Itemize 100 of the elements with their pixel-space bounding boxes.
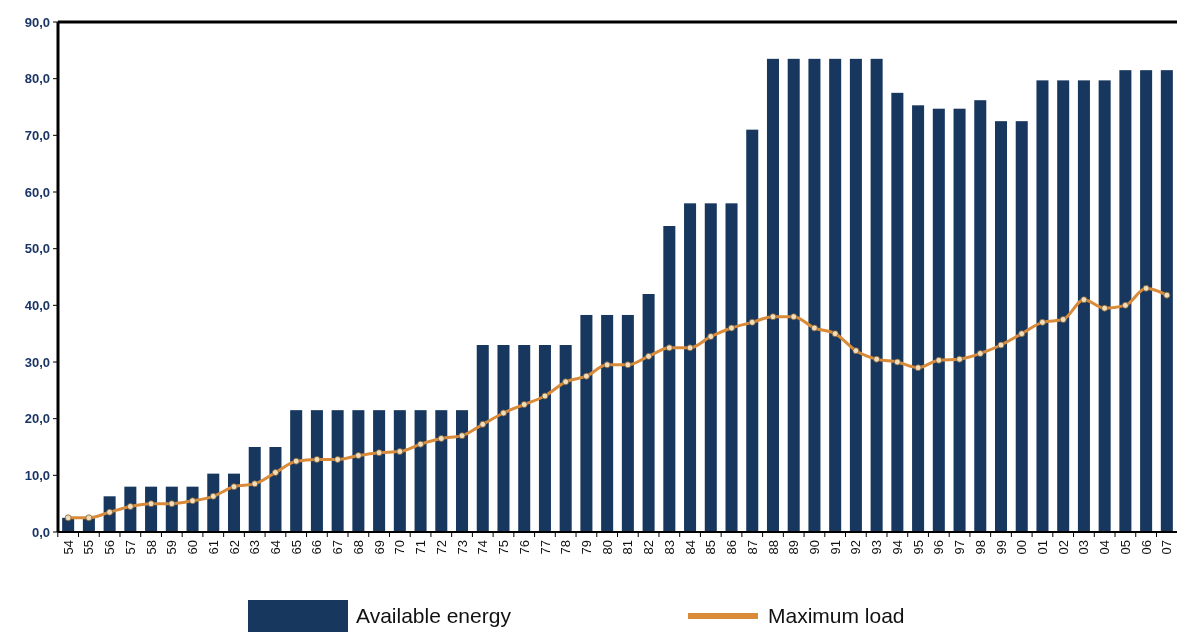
bar <box>953 108 966 532</box>
bar <box>476 345 489 532</box>
x-tick-label: 69 <box>371 540 387 555</box>
bar <box>165 486 178 532</box>
x-tick-label: 66 <box>309 540 325 555</box>
bar <box>393 410 406 532</box>
x-tick-label: 87 <box>744 540 760 555</box>
bar <box>663 226 676 532</box>
bar <box>248 447 261 532</box>
bar <box>1015 121 1028 532</box>
bar <box>1036 80 1049 532</box>
bar <box>186 486 199 532</box>
x-tick-label: 73 <box>454 540 470 555</box>
bar <box>456 410 469 532</box>
y-tick-label: 50,0 <box>24 241 50 257</box>
x-tick-label: 77 <box>537 540 553 555</box>
bar <box>912 105 925 532</box>
x-tick-label: 89 <box>786 540 802 555</box>
x-tick-label: 76 <box>516 540 532 555</box>
bar <box>497 345 510 532</box>
y-tick-label: 10,0 <box>24 467 50 483</box>
x-tick-label: 75 <box>496 540 512 555</box>
x-tick-label: 65 <box>288 540 304 555</box>
x-tick-label: 86 <box>724 540 740 555</box>
bar <box>1077 80 1090 532</box>
x-tick-label: 02 <box>1055 540 1071 555</box>
x-tick-label: 58 <box>143 540 159 555</box>
bar <box>1119 70 1132 532</box>
x-tick-label: 59 <box>164 540 180 555</box>
bar <box>725 203 738 532</box>
x-tick-label: 81 <box>620 540 636 555</box>
bar <box>994 121 1008 532</box>
bar <box>787 58 800 532</box>
x-tick-label: 54 <box>60 540 76 555</box>
x-tick-label: 78 <box>558 540 574 555</box>
x-tick-label: 07 <box>1159 540 1175 555</box>
x-tick-label: 67 <box>330 540 346 555</box>
bar <box>518 345 531 532</box>
bar <box>310 410 323 532</box>
x-tick-label: 88 <box>765 540 781 555</box>
bar <box>580 314 593 532</box>
bar <box>331 410 344 532</box>
y-tick-label: 40,0 <box>24 297 50 313</box>
bar <box>746 129 759 532</box>
x-tick-label: 64 <box>268 540 284 555</box>
x-tick-label: 84 <box>682 540 698 555</box>
x-tick-label: 93 <box>869 540 885 555</box>
x-tick-label: 06 <box>1138 540 1154 555</box>
bar <box>290 410 303 532</box>
bar <box>435 410 448 532</box>
x-tick-label: 04 <box>1097 540 1113 555</box>
x-tick-label: 74 <box>475 540 491 555</box>
bar <box>870 58 883 532</box>
x-tick-label: 55 <box>81 540 97 555</box>
x-tick-label: 68 <box>350 540 366 555</box>
bar <box>932 108 945 532</box>
x-tick-label: 57 <box>122 540 138 555</box>
y-tick-label: 90,0 <box>24 14 50 30</box>
x-tick-label: 72 <box>433 540 449 555</box>
y-tick-label: 60,0 <box>24 184 50 200</box>
bar <box>269 447 282 532</box>
y-tick-label: 30,0 <box>24 354 50 370</box>
x-tick-label: 05 <box>1117 540 1133 555</box>
x-tick-label: 97 <box>952 540 968 555</box>
bar <box>1160 70 1173 532</box>
x-tick-label: 71 <box>413 540 429 555</box>
x-tick-label: 01 <box>1035 540 1051 555</box>
x-tick-label: 92 <box>848 540 864 555</box>
x-tick-label: 03 <box>1076 540 1092 555</box>
x-tick-label: 80 <box>599 540 615 555</box>
x-tick-label: 62 <box>226 540 242 555</box>
bar <box>829 58 842 532</box>
bar <box>559 345 572 532</box>
y-tick-label: 70,0 <box>24 127 50 143</box>
bar <box>1140 70 1153 532</box>
x-tick-label: 63 <box>247 540 263 555</box>
bar <box>1057 80 1070 532</box>
bar <box>684 203 697 532</box>
bar <box>849 58 862 532</box>
x-tick-label: 99 <box>993 540 1009 555</box>
bar <box>538 345 551 532</box>
x-tick-label: 90 <box>806 540 822 555</box>
bar <box>808 58 821 532</box>
bar <box>766 58 779 532</box>
bar <box>601 314 614 532</box>
legend-label: Maximum load <box>768 604 905 628</box>
y-tick-label: 0,0 <box>31 524 50 540</box>
x-tick-label: 95 <box>910 540 926 555</box>
bar <box>974 100 987 532</box>
x-tick-label: 91 <box>827 540 843 555</box>
x-tick-label: 61 <box>205 540 221 555</box>
bar <box>207 473 220 532</box>
x-tick-label: 00 <box>1014 540 1030 555</box>
bar <box>891 92 904 532</box>
x-tick-label: 85 <box>703 540 719 555</box>
x-tick-label: 70 <box>392 540 408 555</box>
legend-label: Available energy <box>356 604 512 628</box>
x-tick-label: 83 <box>661 540 677 555</box>
x-tick-label: 96 <box>931 540 947 555</box>
bar <box>704 203 717 532</box>
